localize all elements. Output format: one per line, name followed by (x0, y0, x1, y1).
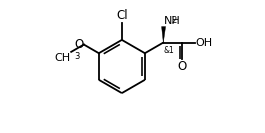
Polygon shape (162, 27, 166, 43)
Text: NH: NH (164, 16, 181, 26)
Text: O: O (74, 38, 83, 51)
Text: 2: 2 (171, 16, 176, 25)
Text: OH: OH (196, 38, 213, 48)
Text: 3: 3 (74, 52, 80, 61)
Text: &1: &1 (164, 46, 175, 55)
Text: Cl: Cl (116, 9, 128, 22)
Text: O: O (177, 60, 187, 73)
Text: CH: CH (54, 53, 70, 63)
